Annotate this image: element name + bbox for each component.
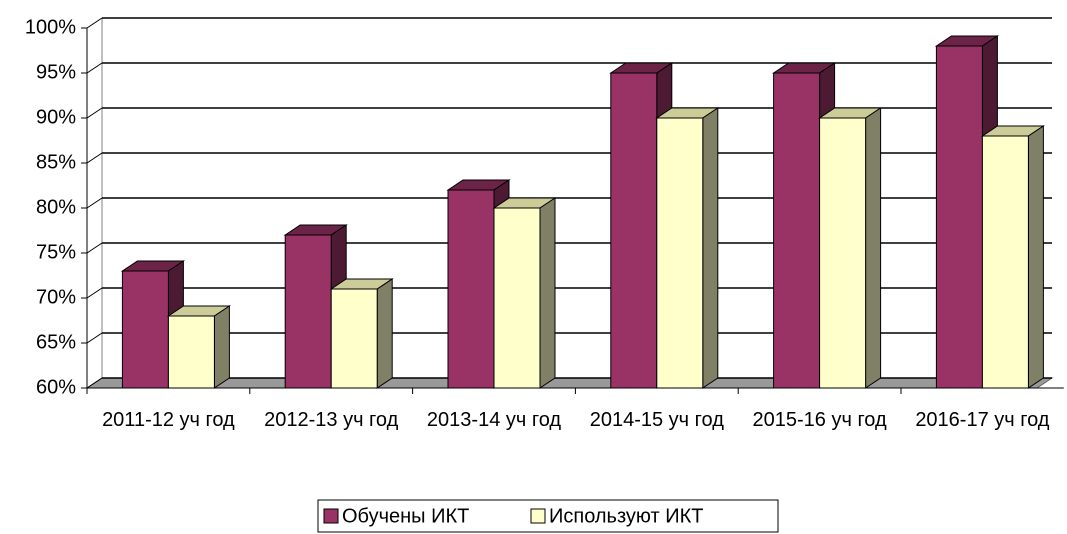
side-grid-line [86, 17, 103, 29]
floor [85, 377, 1054, 389]
bar-side [213, 305, 230, 389]
y-tick-label: 70% [36, 286, 76, 308]
legend-swatch [530, 508, 546, 524]
legend-label: Обучены ИКТ [342, 505, 469, 527]
x-tick-label: 2012-13 уч год [264, 409, 399, 431]
bar [773, 72, 821, 389]
bar-side [376, 278, 393, 389]
y-tick-label: 65% [36, 331, 76, 353]
bar-side [539, 197, 556, 389]
y-tick-label: 100% [25, 16, 76, 38]
side-grid-line [86, 377, 103, 389]
bar [819, 117, 867, 389]
bar [656, 117, 704, 389]
bar [167, 315, 215, 389]
x-tick-label: 2014-15 уч год [589, 409, 724, 431]
y-tick-label: 60% [36, 376, 76, 398]
y-tick-label: 90% [36, 106, 76, 128]
x-tick-label: 2016-17 уч год [915, 409, 1050, 431]
bar [447, 189, 495, 389]
side-grid-line [86, 62, 103, 74]
side-grid-line [86, 242, 103, 254]
x-tick-label: 2013-14 уч год [426, 409, 562, 431]
y-tick-label: 75% [36, 241, 76, 263]
side-grid-line [86, 197, 103, 209]
legend-box [317, 499, 779, 533]
side-grid-line [86, 152, 103, 164]
bar-side [702, 107, 719, 389]
side-grid-line [86, 107, 103, 119]
side-grid-line [86, 287, 103, 299]
legend-label: Используют ИКТ [549, 505, 703, 527]
y-tick-label: 85% [36, 151, 76, 173]
side-grid-line [86, 332, 103, 344]
bar [610, 72, 658, 389]
bar [935, 45, 983, 389]
x-tick-label: 2015-16 уч год [752, 409, 887, 431]
bar-side [865, 107, 882, 389]
legend-swatch [323, 508, 339, 524]
y-tick-label: 80% [36, 196, 76, 218]
bar [493, 207, 541, 389]
x-tick-label: 2011-12 уч год [102, 409, 235, 431]
bar [121, 270, 169, 389]
bar [981, 135, 1029, 389]
y-tick-label: 95% [36, 61, 76, 83]
bar [284, 234, 332, 389]
bar-side [1027, 125, 1044, 389]
bar [330, 288, 378, 389]
